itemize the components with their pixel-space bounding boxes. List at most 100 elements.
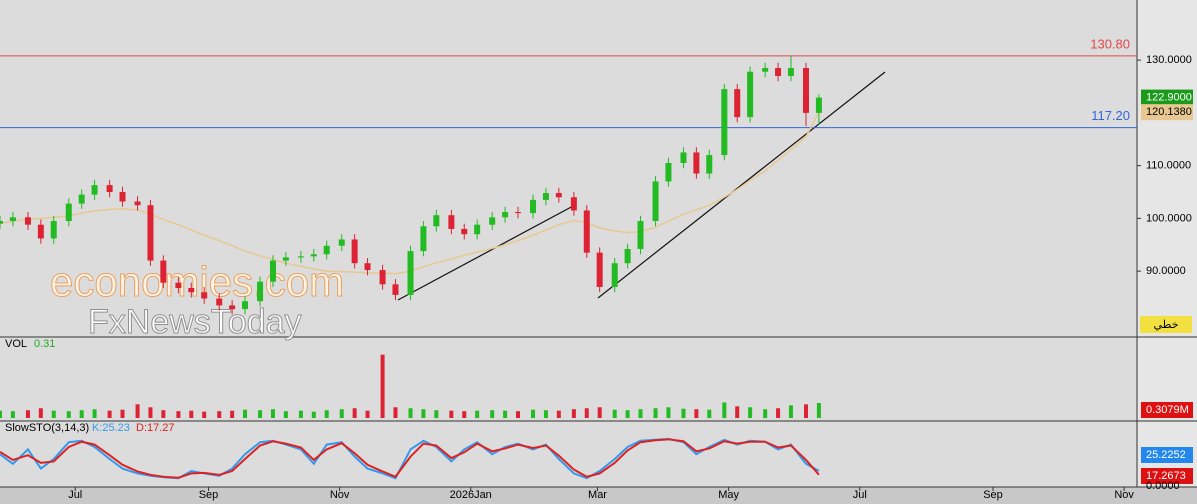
last-close: 122.9000 — [1146, 91, 1192, 103]
candle-body — [596, 252, 603, 287]
candle-body — [420, 226, 427, 252]
volume-bar — [270, 409, 275, 418]
candle-body — [147, 205, 154, 261]
stochastic-line — [0, 438, 820, 479]
x-tick-label: Sep — [199, 489, 219, 501]
k-axis-label-box — [1141, 447, 1193, 463]
y-tick-label: 100.0000 — [1146, 212, 1192, 224]
candle-body — [775, 68, 782, 76]
candle-body — [175, 282, 182, 288]
stochastic-name: SlowSTO(3,14,3) — [5, 422, 89, 434]
volume-bar — [339, 409, 344, 418]
volume-bar — [79, 410, 84, 418]
volume-bar — [51, 410, 56, 418]
candle-body — [680, 152, 687, 163]
button[interactable] — [1140, 316, 1192, 333]
volume-bar — [503, 410, 508, 418]
volume-bar — [571, 409, 576, 418]
candle-body — [706, 155, 713, 174]
candle-body — [542, 193, 549, 200]
volume-bar — [612, 409, 617, 418]
volume-bar — [283, 411, 288, 418]
level-label: 130.80 — [1090, 36, 1130, 51]
volume-bar — [681, 408, 686, 418]
candle-body — [514, 212, 521, 214]
volume-bar — [0, 410, 2, 418]
volume-bar — [92, 409, 97, 418]
candle-body — [188, 288, 195, 293]
watermark: economies.com — [50, 258, 344, 305]
candle-body — [257, 281, 264, 302]
volume-bar — [38, 408, 43, 418]
volume-axis-label: 0.3079M — [1146, 404, 1189, 416]
candle-body — [652, 181, 659, 222]
candle-body — [665, 162, 672, 182]
x-tick-label: 2026Jan — [450, 489, 492, 501]
trendline — [397, 204, 576, 301]
candle-body — [734, 89, 741, 118]
candle-body — [201, 292, 208, 299]
volume-bar — [66, 411, 71, 418]
d-axis-label: 17.2673 — [1146, 470, 1186, 482]
volume-bar — [135, 404, 140, 418]
candle-body — [379, 270, 386, 285]
button-label[interactable]: خطي — [1154, 319, 1179, 331]
volume-bar — [638, 409, 643, 418]
last-close-box — [1141, 89, 1193, 106]
y-tick-label: 110.0000 — [1146, 160, 1191, 172]
candle-body — [747, 71, 754, 118]
candle-body — [119, 192, 126, 202]
volume-bar — [120, 409, 125, 418]
volume-bar — [230, 410, 235, 418]
volume-bar — [176, 411, 181, 418]
candle-body — [24, 217, 31, 225]
candle-body — [78, 194, 85, 204]
x-tick-label: Sep — [983, 489, 1003, 501]
stochastic-bottom-label: 0.0000 — [1146, 480, 1180, 492]
volume-bar — [258, 410, 263, 418]
candle-body — [762, 68, 769, 72]
y-tick-label: 90.0000 — [1146, 265, 1186, 277]
volume-bar — [148, 407, 153, 418]
volume-bar — [653, 408, 658, 418]
y-tick-label: 130.0000 — [1146, 54, 1192, 66]
x-tick-label: Nov — [1114, 489, 1134, 501]
ma-last-box — [1141, 104, 1193, 121]
candle-body — [0, 221, 3, 224]
candle-body — [461, 228, 468, 235]
x-tick-label: May — [718, 489, 739, 501]
candle-body — [624, 248, 631, 264]
volume-bar — [352, 408, 357, 418]
volume-bar — [324, 410, 329, 418]
candle-body — [611, 263, 618, 287]
volume-bar — [243, 409, 248, 418]
volume-bar — [298, 410, 303, 418]
candle-body — [323, 245, 330, 255]
x-tick-label: Nov — [330, 489, 350, 501]
trendline — [597, 71, 886, 299]
candle-body — [282, 257, 289, 261]
candle-body — [160, 260, 167, 283]
watermark: FxNewsToday — [88, 303, 302, 341]
volume-bar — [722, 402, 727, 418]
candle-body — [216, 298, 223, 306]
time-axis-background — [0, 487, 1197, 504]
d-axis-label-box — [1141, 468, 1193, 484]
candle-body — [106, 185, 113, 192]
candle-body — [637, 221, 644, 249]
candle-body — [787, 68, 794, 76]
candle-body — [242, 301, 249, 310]
volume-bar — [748, 407, 753, 418]
volume-bar — [515, 411, 520, 418]
candle-body — [297, 256, 304, 258]
volume-bar — [707, 409, 712, 418]
candle-body — [803, 68, 810, 113]
volume-bar — [365, 410, 370, 418]
plot-background — [0, 0, 1137, 487]
volume-bar — [531, 409, 536, 418]
candle-body — [269, 260, 276, 282]
stochastic-d-label: D:17.27 — [136, 422, 175, 434]
volume-bar — [10, 411, 15, 418]
candle-body — [65, 203, 72, 222]
